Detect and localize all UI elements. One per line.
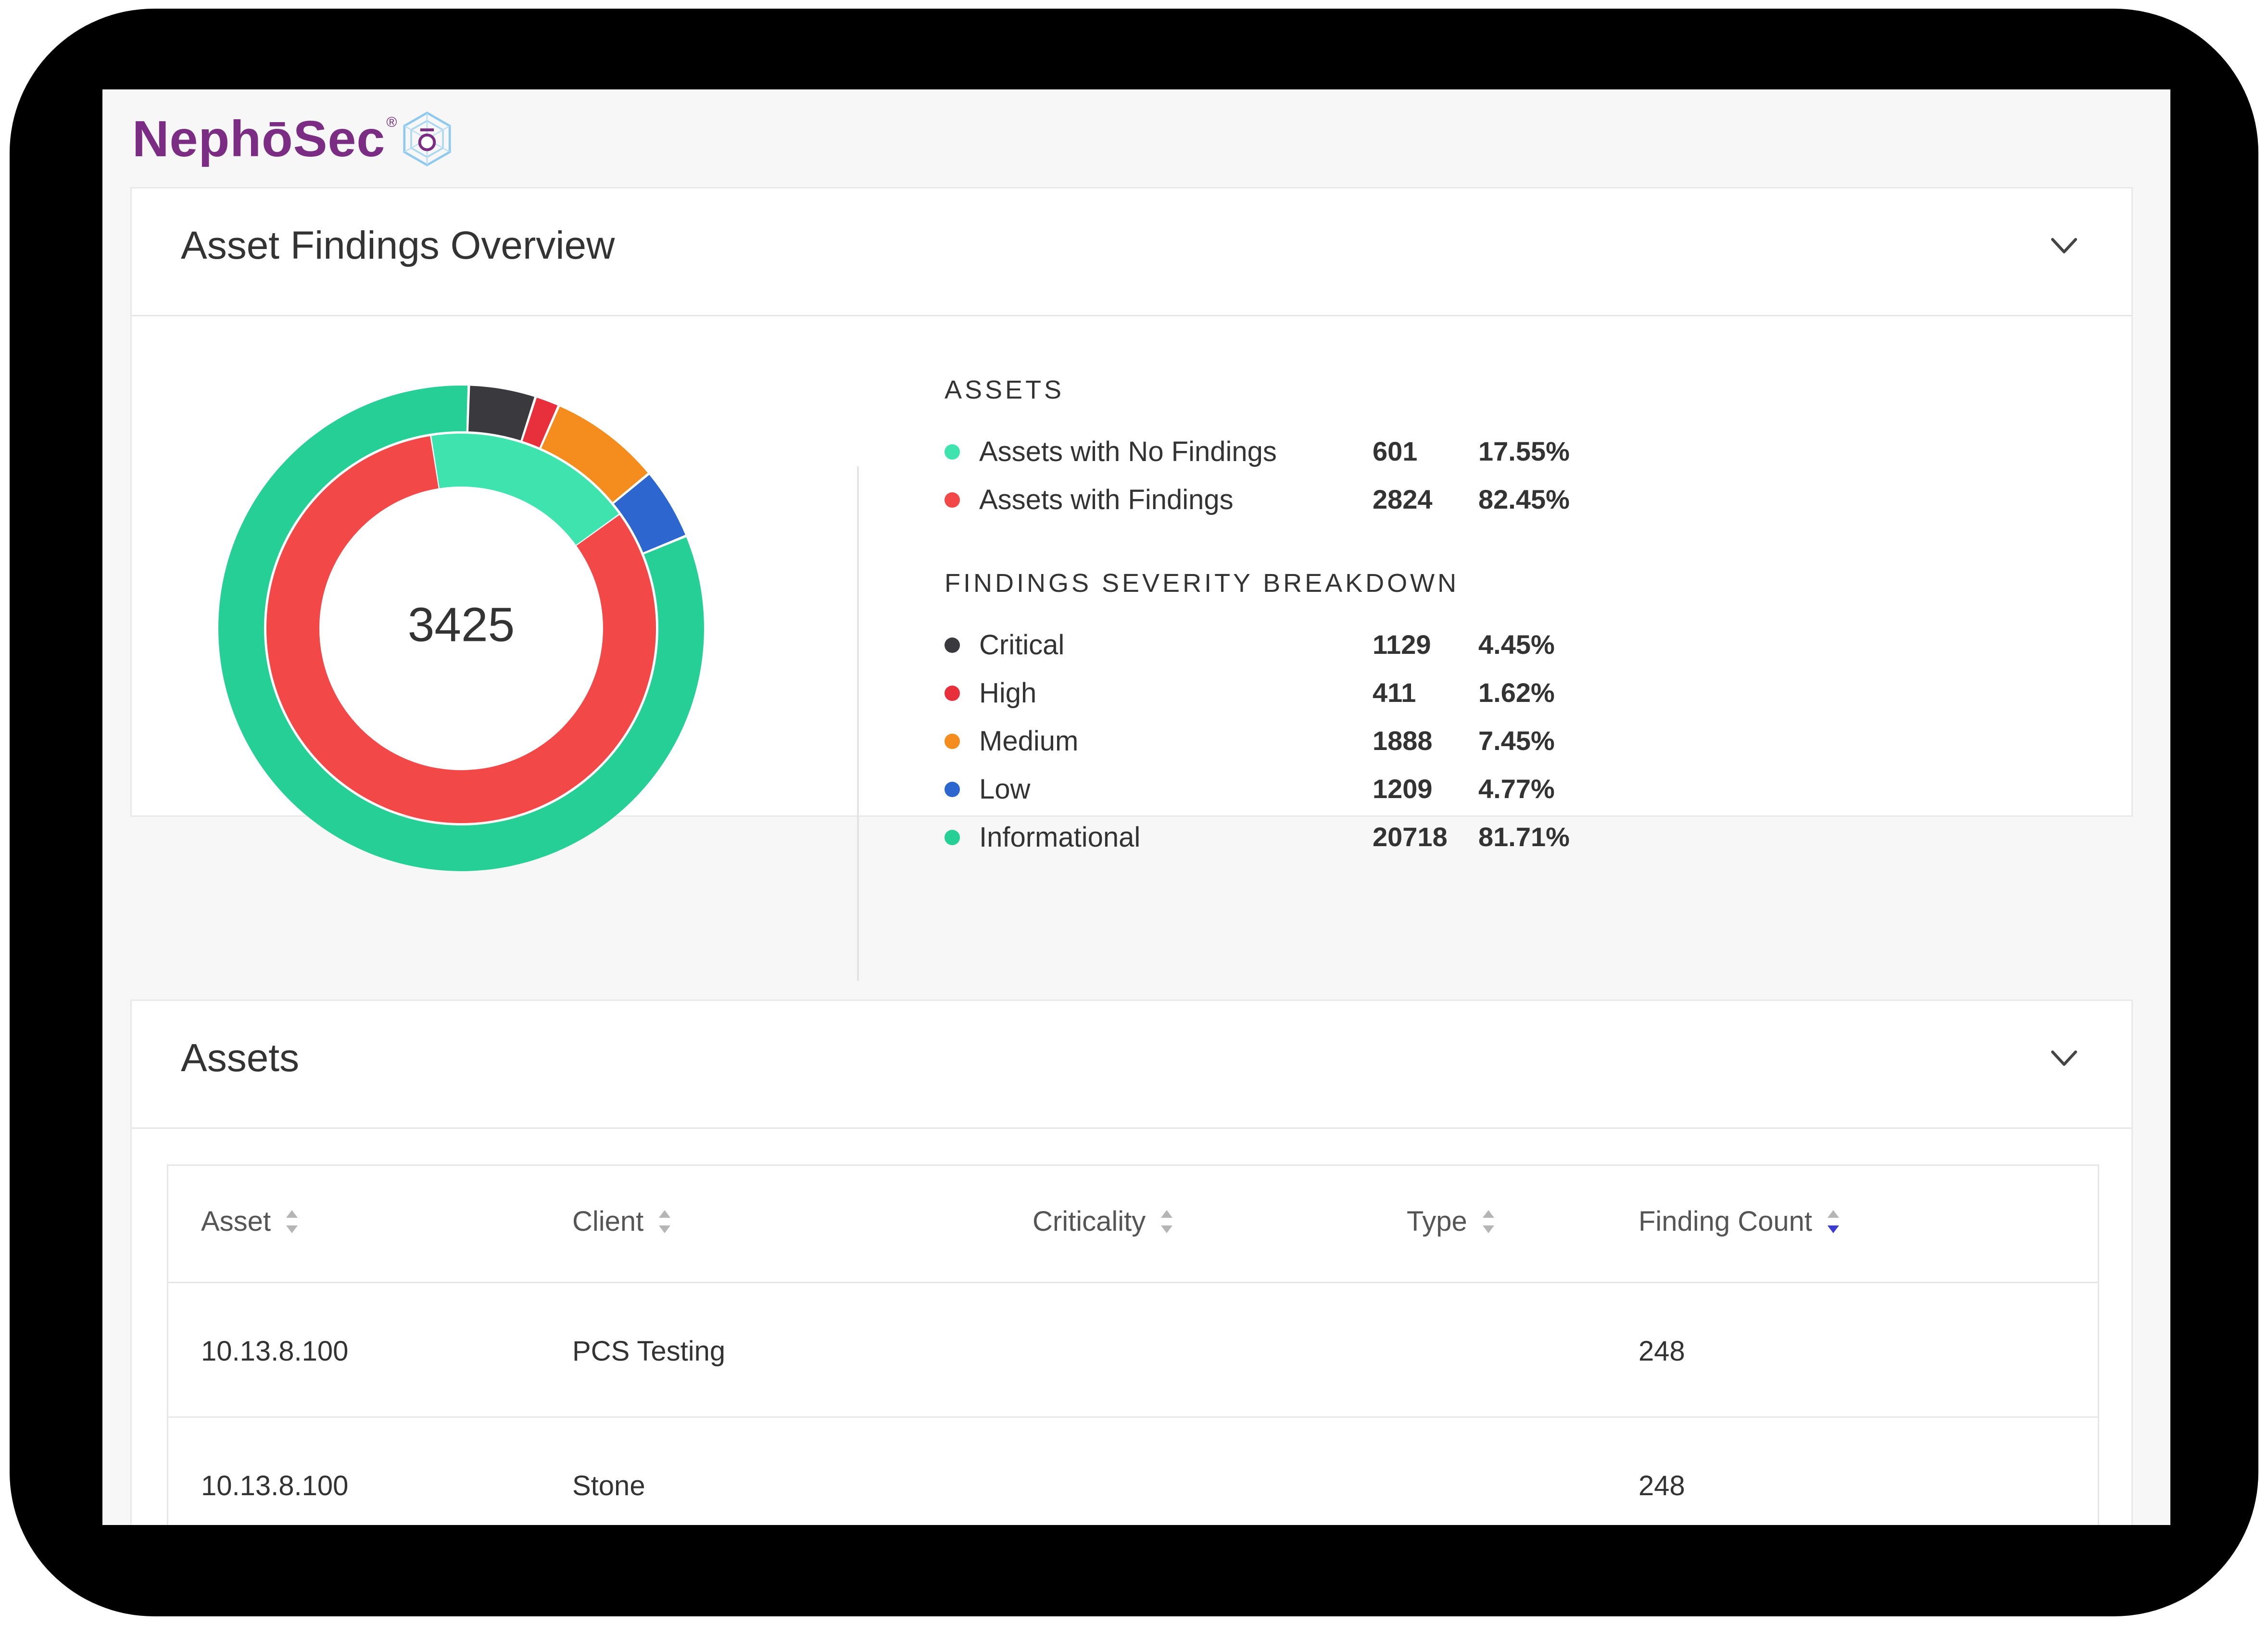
- table-row[interactable]: 10.13.8.100 PCS Testing 248: [168, 1283, 2098, 1418]
- severity-ring: [218, 386, 704, 871]
- cell-client: PCS Testing: [572, 1336, 726, 1367]
- assets-legend-heading: ASSETS: [945, 375, 1065, 404]
- severity-legend-row[interactable]: High 411 1.62%: [945, 673, 1618, 716]
- legend-count: 1129: [1373, 629, 1431, 660]
- legend-label: Assets with Findings: [979, 484, 1234, 515]
- assets-card: Assets Asset Client Criticality: [130, 1000, 2133, 1525]
- severity-segment-critical[interactable]: [468, 386, 535, 441]
- app-screen: NephōSec ® Asset Findings Overview 3425 …: [102, 89, 2170, 1525]
- severity-segment-high[interactable]: [522, 398, 558, 448]
- legend-label: Informational: [979, 822, 1141, 853]
- legend-percent: 1.62%: [1478, 677, 1555, 708]
- sort-desc-active-icon[interactable]: [1827, 1206, 1840, 1237]
- severity-legend-row[interactable]: Critical 1129 4.45%: [945, 625, 1618, 668]
- legend-label: Critical: [979, 629, 1065, 661]
- legend-count: 601: [1373, 436, 1418, 466]
- legend-percent: 4.45%: [1478, 629, 1555, 660]
- severity-segment-low[interactable]: [614, 475, 686, 553]
- table-row[interactable]: 10.13.8.100 Stone 248: [168, 1418, 2098, 1525]
- assets-ring: [266, 434, 656, 823]
- legend-dot-icon: [945, 734, 960, 749]
- severity-legend-heading: FINDINGS SEVERITY BREAKDOWN: [945, 569, 1460, 598]
- chevron-down-icon[interactable]: [2050, 237, 2079, 256]
- legend-dot-icon: [945, 638, 960, 653]
- overview-card-header[interactable]: Asset Findings Overview: [132, 188, 2131, 316]
- legend-dot-icon: [945, 782, 960, 797]
- brand-logo[interactable]: NephōSec ®: [132, 108, 455, 170]
- legend-dot-icon: [945, 492, 960, 508]
- legend-count: 20718: [1373, 822, 1448, 852]
- findings-donut-chart: 3425: [218, 386, 704, 871]
- cell-client: Stone: [572, 1470, 645, 1501]
- assets-title: Assets: [181, 1036, 300, 1080]
- legend-label: Medium: [979, 725, 1079, 757]
- severity-segment-medium[interactable]: [541, 406, 648, 502]
- legend-dot-icon: [945, 444, 960, 460]
- column-header-finding-count[interactable]: Finding Count: [1638, 1205, 1840, 1238]
- table-header: Asset Client Criticality Type Finding Co…: [168, 1166, 2098, 1283]
- assets-card-header[interactable]: Assets: [132, 1001, 2131, 1129]
- sort-icon[interactable]: [1160, 1206, 1173, 1237]
- legend-count: 411: [1373, 677, 1416, 708]
- assets-legend-row[interactable]: Assets with No Findings 601 17.55%: [945, 432, 1618, 475]
- severity-legend-row[interactable]: Informational 20718 81.71%: [945, 817, 1618, 861]
- column-header-asset[interactable]: Asset: [201, 1205, 299, 1238]
- column-header-type[interactable]: Type: [1407, 1205, 1495, 1238]
- assets-legend-row[interactable]: Assets with Findings 2824 82.45%: [945, 480, 1618, 523]
- legend-label: Low: [979, 774, 1031, 805]
- column-header-client[interactable]: Client: [572, 1205, 671, 1238]
- cell-asset: 10.13.8.100: [201, 1470, 349, 1501]
- legend-dot-icon: [945, 830, 960, 845]
- legend-percent: 7.45%: [1478, 725, 1555, 756]
- total-assets-count: 3425: [408, 598, 515, 651]
- severity-legend-row[interactable]: Low 1209 4.77%: [945, 769, 1618, 812]
- legend-label: Assets with No Findings: [979, 436, 1277, 467]
- legend-percent: 81.71%: [1478, 822, 1570, 852]
- cell-finding-count: 248: [1638, 1470, 1685, 1501]
- asset-findings-overview-card: Asset Findings Overview 3425 ASSETS Asse…: [130, 187, 2133, 981]
- cell-asset: 10.13.8.100: [201, 1336, 349, 1367]
- sort-icon[interactable]: [285, 1206, 299, 1237]
- severity-legend-row[interactable]: Medium 1888 7.45%: [945, 721, 1618, 764]
- hexagon-logo-icon: [403, 111, 452, 167]
- column-header-criticality[interactable]: Criticality: [1033, 1205, 1173, 1238]
- chevron-down-icon[interactable]: [2050, 1049, 2079, 1068]
- assets-segment-assets-with-no-findings[interactable]: [431, 434, 619, 545]
- brand-name: NephōSec: [132, 110, 386, 167]
- legend-percent: 17.55%: [1478, 436, 1570, 466]
- legend-percent: 4.77%: [1478, 774, 1555, 804]
- legend-label: High: [979, 677, 1037, 709]
- legend-percent: 82.45%: [1478, 484, 1570, 514]
- legend-dot-icon: [945, 686, 960, 701]
- legend-count: 1888: [1373, 725, 1433, 756]
- assets-table: Asset Client Criticality Type Finding Co…: [167, 1164, 2099, 1525]
- overview-divider: [857, 466, 859, 981]
- cell-finding-count: 248: [1638, 1336, 1685, 1367]
- legend-count: 2824: [1373, 484, 1433, 514]
- sort-icon[interactable]: [1482, 1206, 1495, 1237]
- registered-mark: ®: [386, 114, 397, 130]
- legend-count: 1209: [1373, 774, 1433, 804]
- sort-icon[interactable]: [658, 1206, 671, 1237]
- overview-title: Asset Findings Overview: [181, 224, 615, 267]
